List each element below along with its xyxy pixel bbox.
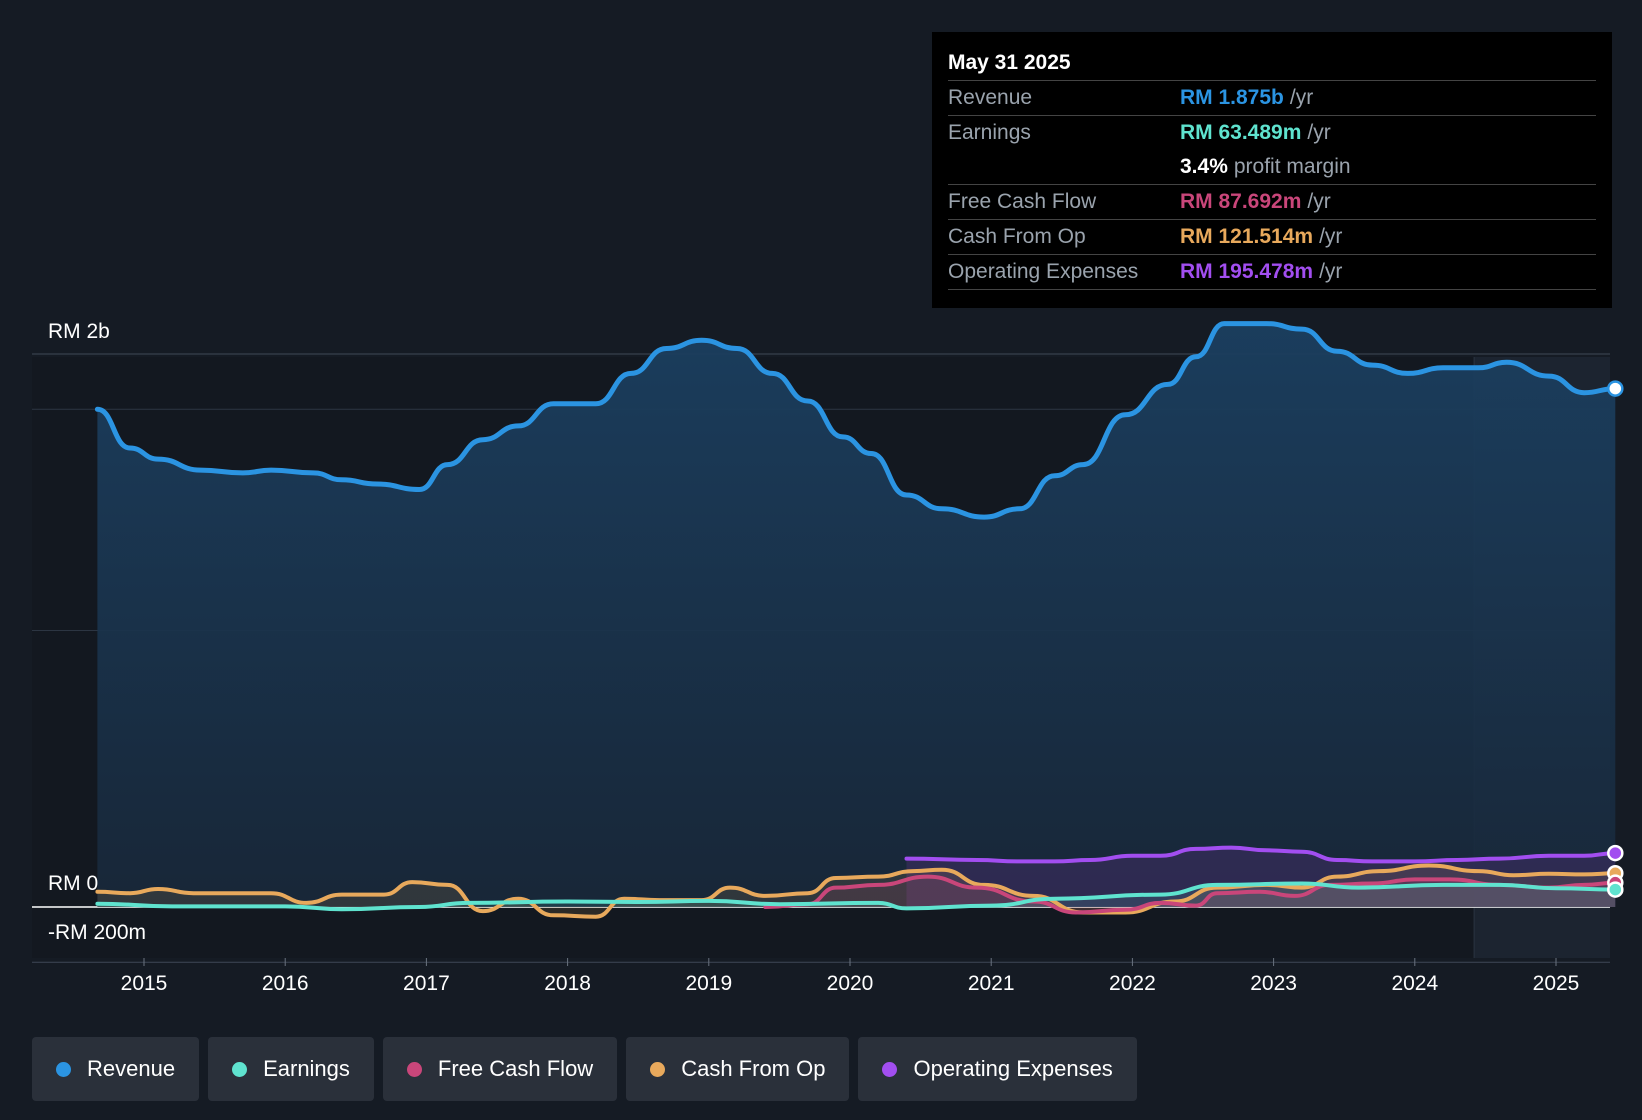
tooltip-value-opex: RM 195.478m [1180,260,1314,283]
tooltip-label: Earnings [948,121,1031,144]
earnings-end-marker [1607,881,1624,898]
x-tick-label: 2023 [1250,972,1297,995]
tooltip-label: Free Cash Flow [948,190,1097,213]
cfo-area [97,865,1616,917]
tooltip-row-earnings: Earnings RM 63.489m /yr [948,116,1596,150]
legend-cash-from-op[interactable]: Cash From Op [626,1037,850,1101]
tooltip-value-revenue: RM 1.875b [1180,86,1284,109]
legend-dot-icon [406,1061,422,1077]
legend-free-cash-flow[interactable]: Free Cash Flow [382,1037,618,1101]
revenue-end-marker [1607,380,1624,397]
tooltip-label: Cash From Op [948,225,1086,248]
x-tick-label: 2015 [121,972,168,995]
tooltip-row-cfo: Cash From Op RM 121.514m /yr [948,220,1596,255]
legend-label: Earnings [263,1056,350,1081]
x-tick-label: 2022 [1109,972,1156,995]
legend-operating-expenses[interactable]: Operating Expenses [858,1037,1137,1101]
revenue-area [97,323,1616,908]
tooltip-row-fcf: Free Cash Flow RM 87.692m /yr [948,185,1596,220]
legend-label: Operating Expenses [913,1056,1113,1081]
earnings-line [95,881,1618,912]
x-tick-label: 2024 [1391,972,1438,995]
tooltip-date: May 31 2025 [948,46,1596,81]
tooltip-label: Operating Expenses [948,260,1139,283]
tooltip-value-margin: 3.4% [1180,155,1228,178]
tooltip-unit: /yr [1307,121,1331,144]
tooltip-value-cfo: RM 121.514m [1180,225,1314,248]
opex-line [904,845,1618,864]
tooltip-value-earnings: RM 63.489m [1180,121,1302,144]
legend-label: Revenue [87,1056,176,1081]
legend-label: Cash From Op [681,1056,826,1081]
cfo-line [95,863,1618,919]
y-label-zero: RM 0 [48,872,99,895]
tooltip-unit: /yr [1319,225,1343,248]
legend-label: Free Cash Flow [437,1056,594,1081]
tooltip-unit: /yr [1319,260,1343,283]
earnings-area [97,883,1616,910]
revenue-line [94,321,1618,520]
x-tick-label: 2021 [968,972,1015,995]
tooltip-row-opex: Operating Expenses RM 195.478m /yr [948,255,1596,290]
tooltip-label: Revenue [948,86,1033,109]
x-tick-label: 2018 [544,972,591,995]
tooltip-unit: profit margin [1233,155,1351,178]
y-label-top: RM 2b [48,320,110,343]
chart-legend: Revenue Earnings Free Cash Flow Cash Fro… [32,1037,1137,1101]
x-tick-label: 2017 [403,972,450,995]
tooltip-row-margin: 3.4% profit margin [948,150,1596,185]
legend-dot-icon [650,1061,666,1077]
tooltip-label [948,150,1180,184]
legend-revenue[interactable]: Revenue [32,1037,200,1101]
legend-dot-icon [882,1061,898,1077]
x-tick-label: 2016 [262,972,309,995]
fcf-line [763,874,1618,915]
legend-dot-icon [232,1061,248,1077]
tooltip-unit: /yr [1307,190,1331,213]
opex-end-marker [1607,844,1624,862]
legend-dot-icon [56,1061,71,1077]
tooltip-value-fcf: RM 87.692m [1180,190,1302,213]
x-tick-label: 2020 [827,972,874,995]
legend-earnings[interactable]: Earnings [208,1037,374,1101]
x-tick-label: 2019 [685,972,732,995]
data-tooltip: May 31 2025 Revenue RM 1.875b /yr Earnin… [932,32,1612,308]
tooltip-row-revenue: Revenue RM 1.875b /yr [948,81,1596,116]
x-tick-label: 2025 [1533,972,1580,995]
y-label-bottom: -RM 200m [48,921,147,944]
tooltip-unit: /yr [1289,86,1314,109]
